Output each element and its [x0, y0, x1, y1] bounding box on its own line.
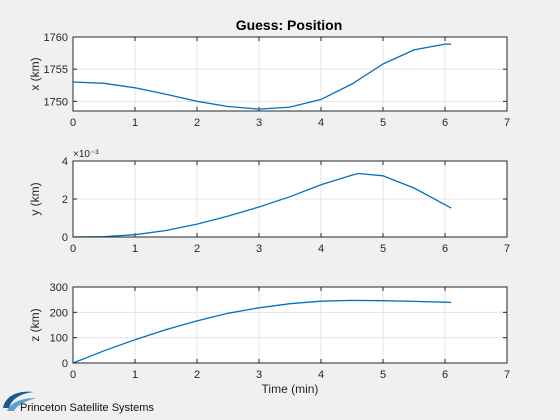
y-tick-label: 1755 — [44, 64, 68, 76]
y-tick-label: 100 — [50, 333, 68, 345]
figure-title: Guess: Position — [236, 17, 343, 33]
x-tick-label: 5 — [380, 117, 386, 129]
y-axis-label: x (km) — [28, 57, 42, 90]
x-tick-label: 6 — [442, 117, 448, 129]
x-tick-label: 3 — [256, 369, 262, 381]
x-tick-label: 0 — [70, 243, 76, 255]
x-tick-label: 1 — [132, 369, 138, 381]
axes-box — [72, 160, 508, 238]
y-tick-label: 2 — [62, 194, 68, 206]
x-tick-label: 0 — [70, 369, 76, 381]
axes-box — [72, 36, 508, 112]
y-axis-label: y (km) — [28, 182, 42, 215]
x-tick-label: 1 — [132, 243, 138, 255]
x-tick-label: 7 — [504, 117, 510, 129]
y-tick-label: 0 — [62, 358, 68, 370]
plot-area — [73, 37, 507, 111]
x-tick-label: 6 — [442, 243, 448, 255]
x-tick-label: 2 — [194, 369, 200, 381]
series-line — [72, 43, 452, 110]
axes-1: 0 1 2 3 4 5 6 7 1750 1755 1760 x (km) — [28, 32, 510, 129]
logo-text: Princeton Satellite Systems — [20, 402, 154, 414]
x-tick-label: 0 — [70, 117, 76, 129]
x-tick-label: 6 — [442, 369, 448, 381]
x-tick-label: 2 — [194, 117, 200, 129]
x-tick-label: 4 — [318, 117, 324, 129]
x-tick-label: 1 — [132, 117, 138, 129]
logo-swoosh-icon — [3, 391, 34, 408]
logo: Princeton Satellite Systems — [3, 391, 154, 414]
x-tick-label: 4 — [318, 243, 324, 255]
axes-3: 0 1 2 3 4 5 6 7 0 100 200 300 z (km) Time (min) — [28, 282, 510, 396]
plot-area — [73, 287, 507, 363]
x-tick-label: 5 — [380, 243, 386, 255]
x-tick-label: 7 — [504, 243, 510, 255]
y-tick-label: 1750 — [44, 96, 68, 108]
axes-2: 0 1 2 3 4 5 6 7 0 2 4 y (km) ×10⁻³ — [28, 149, 510, 255]
y-tick-label: 4 — [62, 156, 68, 168]
logo-swoosh-light-icon — [7, 398, 36, 411]
x-tick-label: 5 — [380, 369, 386, 381]
y-tick-label: 0 — [62, 232, 68, 244]
x-tick-label: 7 — [504, 369, 510, 381]
series-line — [72, 172, 452, 238]
y-axis-label: z (km) — [28, 308, 42, 341]
y-tick-label: 200 — [50, 307, 68, 319]
y-tick-label: 1760 — [44, 32, 68, 44]
y-axis-exponent: ×10⁻³ — [73, 149, 99, 160]
axes-box — [72, 286, 508, 364]
series-line — [72, 299, 452, 364]
x-tick-label: 4 — [318, 369, 324, 381]
x-axis-label: Time (min) — [262, 382, 319, 396]
x-tick-label: 3 — [256, 117, 262, 129]
x-tick-label: 3 — [256, 243, 262, 255]
x-tick-label: 2 — [194, 243, 200, 255]
y-tick-label: 300 — [50, 282, 68, 294]
